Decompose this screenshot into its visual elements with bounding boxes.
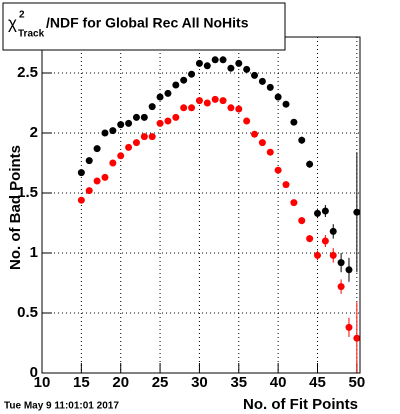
data-point bbox=[195, 59, 203, 67]
data-point bbox=[195, 97, 203, 105]
data-point bbox=[85, 157, 93, 165]
data-point bbox=[93, 177, 101, 185]
y-tick-label: 2.5 bbox=[17, 64, 38, 81]
data-point bbox=[290, 199, 298, 207]
data-point bbox=[345, 266, 353, 274]
data-point bbox=[188, 70, 196, 78]
data-point bbox=[156, 93, 164, 101]
data-point bbox=[243, 65, 251, 73]
data-point bbox=[156, 119, 164, 127]
data-point bbox=[101, 129, 109, 137]
data-point bbox=[101, 173, 109, 181]
data-point bbox=[140, 133, 148, 141]
data-point bbox=[125, 119, 133, 127]
x-tick-label: 45 bbox=[309, 374, 326, 391]
data-point bbox=[329, 251, 337, 259]
y-tick-label: 0.5 bbox=[17, 304, 38, 321]
data-point bbox=[321, 237, 329, 245]
data-point bbox=[148, 103, 156, 111]
title-symbol: χ bbox=[8, 13, 17, 32]
data-point bbox=[235, 105, 243, 113]
data-point bbox=[227, 64, 235, 72]
title-box bbox=[2, 2, 286, 51]
x-tick-label: 25 bbox=[152, 374, 169, 391]
data-point bbox=[117, 121, 125, 129]
data-point bbox=[258, 139, 266, 147]
title-sub: Track bbox=[18, 29, 45, 40]
footer: Tue May 9 11:01:01 2017 bbox=[4, 401, 119, 412]
data-point bbox=[235, 59, 243, 67]
data-point bbox=[125, 143, 133, 151]
data-point bbox=[306, 160, 314, 168]
data-point bbox=[313, 209, 321, 217]
y-axis-label: No. of Bad Points bbox=[7, 145, 24, 270]
data-point bbox=[164, 117, 172, 125]
data-point bbox=[180, 104, 188, 112]
data-point bbox=[77, 169, 85, 177]
data-point bbox=[188, 104, 196, 112]
data-point bbox=[172, 113, 180, 121]
data-point bbox=[298, 217, 306, 225]
data-point bbox=[117, 152, 125, 160]
data-point bbox=[329, 227, 337, 235]
data-point bbox=[282, 100, 290, 108]
x-tick-label: 20 bbox=[112, 374, 129, 391]
data-point bbox=[180, 76, 188, 84]
data-point bbox=[290, 118, 298, 126]
data-point bbox=[140, 113, 148, 121]
data-point bbox=[258, 77, 266, 85]
data-point bbox=[337, 259, 345, 267]
data-point bbox=[274, 166, 282, 174]
data-point bbox=[274, 93, 282, 101]
data-point bbox=[203, 62, 211, 70]
data-point bbox=[148, 133, 156, 141]
y-tick-label: 2 bbox=[30, 124, 38, 141]
data-point bbox=[266, 148, 274, 156]
data-point bbox=[172, 81, 180, 89]
data-point bbox=[298, 136, 306, 144]
data-point bbox=[132, 139, 140, 147]
data-point bbox=[282, 181, 290, 189]
x-tick-label: 30 bbox=[191, 374, 208, 391]
x-tick-label: 50 bbox=[349, 374, 366, 391]
x-tick-label: 35 bbox=[230, 374, 247, 391]
data-point bbox=[164, 89, 172, 97]
data-point bbox=[266, 83, 274, 91]
data-point bbox=[306, 235, 314, 243]
data-point bbox=[203, 99, 211, 107]
data-point bbox=[132, 113, 140, 121]
x-tick-label: 15 bbox=[73, 374, 90, 391]
data-point bbox=[211, 56, 219, 64]
data-point bbox=[353, 208, 361, 216]
data-point bbox=[109, 159, 117, 167]
data-point bbox=[345, 323, 353, 331]
data-point bbox=[109, 127, 117, 135]
chart-title: /NDF for Global Rec All NoHits bbox=[46, 15, 249, 31]
data-point bbox=[337, 283, 345, 291]
data-point bbox=[93, 145, 101, 153]
data-point bbox=[77, 196, 85, 204]
data-point bbox=[313, 251, 321, 259]
data-point bbox=[353, 334, 361, 342]
data-point bbox=[227, 104, 235, 112]
x-axis-label: No. of Fit Points bbox=[243, 396, 358, 413]
data-point bbox=[321, 207, 329, 215]
title-sup: 2 bbox=[19, 10, 25, 21]
data-point bbox=[85, 187, 93, 195]
data-point bbox=[251, 130, 259, 138]
data-point bbox=[211, 95, 219, 103]
y-tick-label: 1.5 bbox=[17, 184, 38, 201]
data-point bbox=[251, 71, 259, 79]
x-tick-label: 40 bbox=[270, 374, 287, 391]
data-point bbox=[219, 56, 227, 64]
y-tick-label: 1 bbox=[30, 244, 38, 261]
data-point bbox=[219, 97, 227, 105]
x-tick-label: 10 bbox=[34, 374, 51, 391]
plot-area: 10 15 20 25 30 35 40 45 50 0 0.5 1 1.5 2 2.5 bbox=[17, 37, 365, 391]
y-tick-label: 0 bbox=[30, 364, 38, 381]
data-point bbox=[243, 117, 251, 125]
